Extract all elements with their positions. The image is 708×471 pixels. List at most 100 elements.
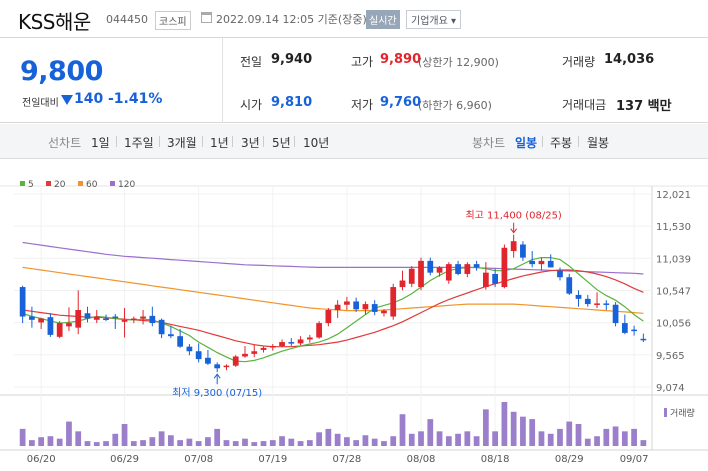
tab-1d[interactable]: 1일 [91, 136, 110, 150]
tab-divider [232, 136, 233, 147]
volume-bar [38, 437, 45, 446]
candle-body [177, 336, 184, 347]
candle-body [640, 338, 647, 341]
volume-bar [140, 440, 146, 446]
tab-divider [578, 136, 579, 147]
candle-body [279, 342, 285, 347]
moving-average-ma60 [22, 266, 644, 314]
volume-bar [566, 421, 573, 446]
volume-bar [640, 440, 647, 446]
candle-body [75, 309, 82, 328]
tab-monthly[interactable]: 월봉 [587, 136, 610, 150]
volume-bar [47, 436, 54, 446]
tab-daily[interactable]: 일봉 [515, 136, 538, 150]
volume-bar [93, 442, 100, 446]
volume-bar [19, 428, 26, 446]
tab-5y[interactable]: 5년 [272, 136, 291, 150]
tab-1y[interactable]: 1년 [210, 136, 229, 150]
candle-body [325, 309, 332, 324]
candle-body [371, 304, 378, 312]
candle-body [29, 316, 35, 320]
y-tick-label: 10,547 [656, 287, 691, 298]
candle-body [149, 315, 156, 324]
candle-body [547, 260, 554, 268]
candle-body [84, 313, 91, 319]
volume-bar [362, 435, 369, 446]
volume-bar [279, 436, 285, 446]
volume-bar [66, 421, 72, 446]
candle-body [297, 339, 304, 344]
candle-body [195, 351, 202, 360]
candle-body [445, 264, 452, 281]
tab-divider [542, 136, 543, 147]
tab-1w[interactable]: 1주일 [124, 136, 154, 150]
candle-body [38, 318, 45, 323]
volume-bar [381, 441, 387, 446]
candle-body [418, 260, 424, 288]
company-info-button[interactable]: 기업개요 ▾ [406, 10, 461, 29]
volume-bar [121, 424, 128, 446]
line-chart-label: 선차트 [48, 136, 82, 150]
volume-bar [501, 402, 508, 446]
x-tick-label: 07/28 [332, 454, 361, 465]
candle-body [269, 346, 276, 348]
volume-bar [436, 431, 443, 446]
candle-body [584, 298, 591, 305]
x-tick-label: 08/18 [481, 454, 510, 465]
volume-bar [75, 431, 82, 446]
legend-label: 20 [54, 180, 66, 190]
lower-limit: (하한가 6,960) [418, 99, 492, 112]
tab-3y[interactable]: 3년 [241, 136, 260, 150]
calendar-icon [201, 12, 212, 23]
tab-divider [263, 136, 264, 147]
volume-bar [195, 441, 202, 446]
candle-body [399, 280, 406, 288]
y-tick-label: 9,565 [656, 351, 685, 362]
volume-bar [594, 436, 600, 446]
volume-bar [621, 431, 628, 446]
candle-body [56, 323, 63, 337]
candle-body [242, 353, 248, 357]
high-annotation: 최고 11,400 (08/25) [465, 210, 561, 222]
candle-body [186, 346, 193, 352]
trade-value-label: 거래대금 [562, 98, 607, 112]
low-annotation: 최저 9,300 (07/15) [172, 387, 262, 399]
tab-divider [294, 136, 295, 147]
candle-body [112, 316, 119, 319]
candle-body [251, 351, 258, 354]
volume-bar [603, 428, 610, 446]
volume-bar [408, 433, 415, 446]
volume-bar [427, 419, 434, 446]
volume-bar [557, 428, 563, 446]
candle-body [510, 241, 517, 252]
volume-bar [445, 436, 452, 446]
candle-body [575, 294, 582, 299]
volume-bar [223, 440, 230, 446]
volume-bar [520, 416, 526, 446]
volume-bar [177, 440, 184, 446]
high-arrow-head [510, 228, 518, 234]
volume-bar [612, 426, 619, 446]
volume-bar [56, 438, 63, 446]
change-label: 전일대비 [22, 98, 59, 109]
candle-body [223, 365, 230, 368]
tab-10y[interactable]: 10년 [303, 136, 330, 150]
candle-body [167, 334, 174, 337]
volume-bar [353, 440, 360, 446]
legend-swatch [20, 181, 25, 186]
candlestick-chart[interactable]: 12,021 11,530 11,039 10,547 10,056 9,565 9,074… [0, 160, 708, 471]
x-tick-label: 06/20 [27, 454, 56, 465]
tab-3m[interactable]: 3개월 [167, 136, 197, 150]
candle-body [214, 364, 221, 369]
candle-body [158, 319, 165, 335]
candle-body [492, 273, 499, 284]
timestamp: 2022.09.14 12:05 기준(장중) [216, 13, 367, 26]
legend-swatch [46, 181, 51, 186]
legend-label: 60 [86, 180, 98, 190]
down-triangle-icon [61, 95, 73, 105]
tab-weekly[interactable]: 주봉 [550, 136, 573, 150]
x-tick-label: 08/08 [407, 454, 436, 465]
volume-bar [473, 436, 480, 446]
upper-limit: (상한가 12,900) [418, 56, 499, 69]
